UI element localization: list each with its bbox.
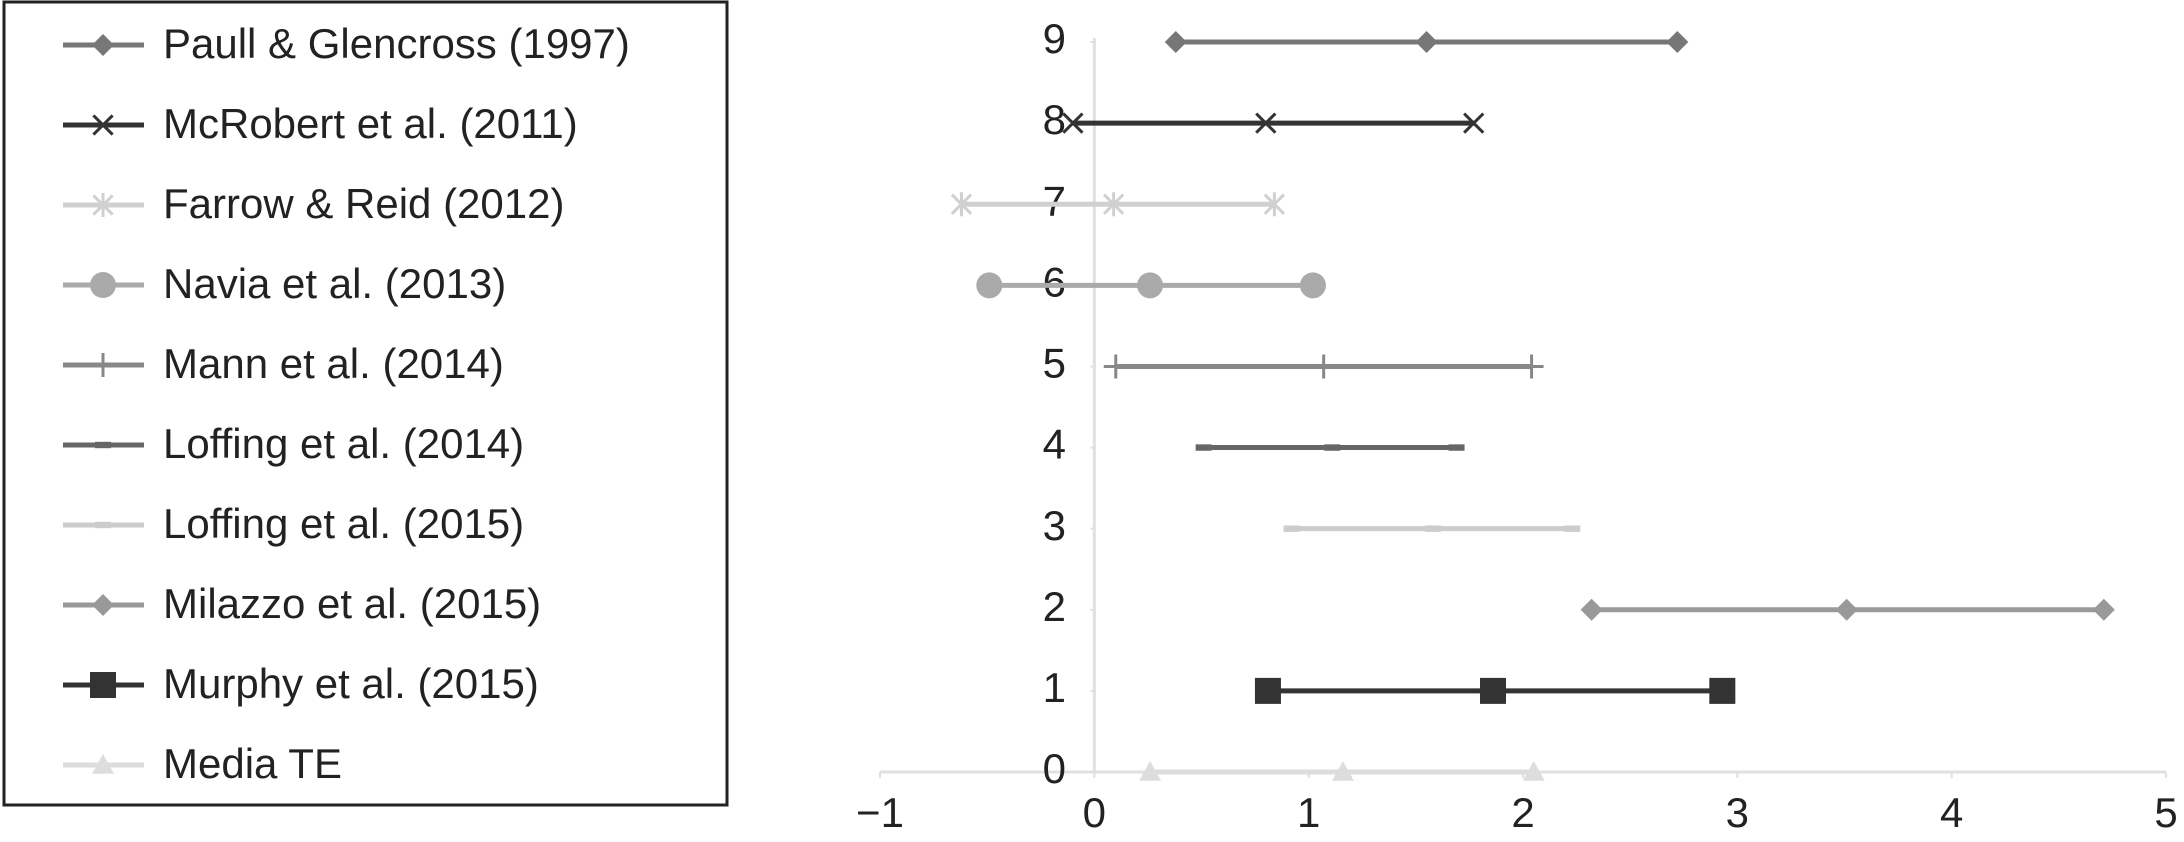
marker — [950, 192, 973, 217]
x-tick-label: 4 — [1940, 789, 1963, 836]
legend-label: Loffing et al. (2014) — [163, 420, 524, 467]
legend-marker — [92, 114, 114, 136]
x-tick-label: 3 — [1726, 789, 1749, 836]
marker — [1062, 112, 1084, 134]
marker — [1666, 31, 1689, 53]
marker — [1254, 677, 1281, 704]
marker — [1835, 598, 1858, 621]
legend-label: Navia et al. (2013) — [163, 260, 506, 307]
marker — [1103, 354, 1128, 379]
x-tick-label: −1 — [856, 789, 904, 836]
legend-marker — [92, 594, 114, 616]
legend-label: Mann et al. (2014) — [163, 340, 504, 387]
marker — [1324, 444, 1341, 451]
x-tick-label: 0 — [1083, 789, 1106, 836]
legend-box — [2, 0, 729, 807]
y-tick-label: 7 — [1043, 177, 1066, 224]
marker — [1195, 444, 1212, 451]
y-tick-label: 2 — [1043, 583, 1066, 630]
marker — [1522, 761, 1545, 781]
marker — [1137, 272, 1164, 299]
legend-label: Paull & Glencross (1997) — [163, 20, 630, 67]
marker — [1415, 31, 1438, 53]
y-tick-label: 1 — [1043, 664, 1066, 711]
marker — [2092, 598, 2115, 621]
legend-marker — [92, 754, 114, 774]
marker — [1139, 761, 1162, 781]
legend-label: Media TE — [163, 740, 342, 787]
marker — [976, 272, 1003, 299]
legend-marker — [95, 521, 111, 529]
y-tick-label: 5 — [1043, 340, 1066, 387]
marker — [1479, 677, 1506, 704]
legend-marker — [91, 353, 115, 377]
legend-label: Farrow & Reid (2012) — [163, 180, 564, 227]
marker — [1580, 598, 1603, 621]
marker — [1463, 112, 1485, 134]
legend-marker — [92, 34, 114, 56]
x-tick-label: 2 — [1511, 789, 1534, 836]
legend-marker — [90, 672, 116, 698]
legend-marker — [95, 441, 111, 449]
marker — [1311, 354, 1336, 379]
y-tick-label: 0 — [1043, 745, 1066, 792]
marker — [1331, 761, 1354, 781]
legend-label: Milazzo et al. (2015) — [163, 580, 541, 627]
y-tick-label: 3 — [1043, 502, 1066, 549]
y-tick-label: 6 — [1043, 258, 1066, 305]
legend-marker — [92, 193, 114, 217]
marker — [1564, 525, 1581, 532]
legend-label: McRobert et al. (2011) — [163, 100, 578, 147]
x-tick-label: 1 — [1297, 789, 1320, 836]
legend-marker — [90, 272, 116, 298]
y-tick-label: 8 — [1043, 96, 1066, 143]
legend-label: Murphy et al. (2015) — [163, 660, 539, 707]
marker — [1255, 112, 1277, 134]
x-tick-label: 5 — [2154, 789, 2177, 836]
legend-label: Loffing et al. (2015) — [163, 500, 524, 547]
marker — [1519, 354, 1544, 379]
y-tick-label: 4 — [1043, 421, 1066, 468]
marker — [1448, 444, 1465, 451]
marker — [1263, 192, 1286, 217]
marker — [1424, 525, 1441, 532]
marker — [1299, 272, 1326, 299]
y-tick-label: 9 — [1043, 15, 1066, 62]
marker — [1164, 31, 1187, 53]
marker — [1709, 677, 1736, 704]
marker — [1283, 525, 1300, 532]
marker — [1102, 192, 1125, 217]
